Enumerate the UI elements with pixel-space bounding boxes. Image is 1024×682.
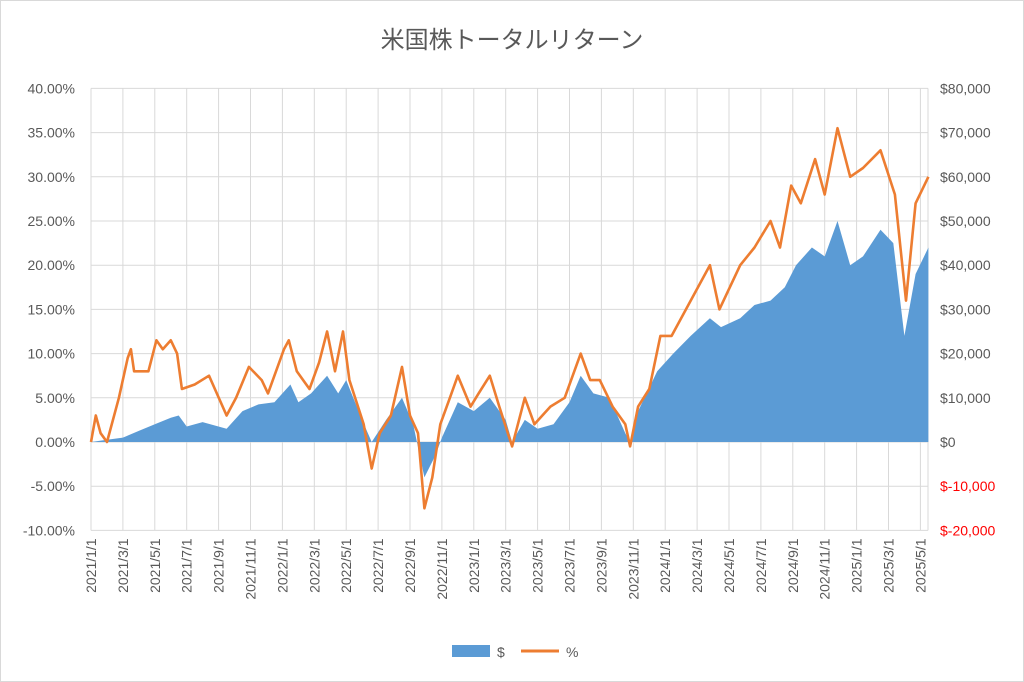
y-left-tick-label: 35.00% <box>28 125 75 141</box>
x-tick-label: 2021/7/1 <box>179 538 195 593</box>
x-tick-label: 2021/5/1 <box>147 538 163 593</box>
x-tick-label: 2025/3/1 <box>881 538 897 593</box>
y-right-tick-label: $10,000 <box>940 390 991 406</box>
x-tick-label: 2023/5/1 <box>530 538 546 593</box>
x-tick-label: 2022/11/1 <box>434 538 450 599</box>
y-left-tick-label: 30.00% <box>28 169 75 185</box>
x-tick-label: 2024/7/1 <box>753 538 769 593</box>
y-right-tick-label: $60,000 <box>940 169 991 185</box>
x-tick-label: 2024/5/1 <box>721 538 737 593</box>
x-tick-label: 2023/11/1 <box>625 538 641 599</box>
y-left-tick-label: -10.00% <box>23 522 75 538</box>
y-right-tick-label: $80,000 <box>940 80 991 96</box>
x-tick-label: 2022/5/1 <box>338 538 354 593</box>
x-tick-label: 2022/7/1 <box>370 538 386 593</box>
y-right-tick-label: $40,000 <box>940 257 991 273</box>
legend-label-dollar: $ <box>497 644 505 660</box>
y-right-tick-label: $-20,000 <box>940 522 995 538</box>
y-left-tick-label: 0.00% <box>35 434 75 450</box>
y-right-tick-label: $30,000 <box>940 301 991 317</box>
y-right-tick-label: $50,000 <box>940 213 991 229</box>
y-left-tick-label: 40.00% <box>28 80 75 96</box>
x-tick-label: 2023/9/1 <box>593 538 609 593</box>
x-tick-label: 2023/3/1 <box>498 538 514 593</box>
x-tick-label: 2021/9/1 <box>211 538 227 593</box>
x-tick-label: 2022/3/1 <box>306 538 322 593</box>
dollar-area-series <box>91 221 929 478</box>
legend-label-percent: % <box>566 644 578 660</box>
y-left-tick-label: 10.00% <box>28 346 75 362</box>
legend-swatch-dollar <box>452 645 490 657</box>
x-tick-label: 2024/1/1 <box>657 538 673 593</box>
y-left-tick-label: 20.00% <box>28 257 75 273</box>
y-left-tick-label: 15.00% <box>28 301 75 317</box>
x-tick-label: 2024/3/1 <box>689 538 705 593</box>
x-tick-label: 2024/9/1 <box>785 538 801 593</box>
x-tick-label: 2024/11/1 <box>817 538 833 599</box>
x-tick-label: 2025/1/1 <box>849 538 865 593</box>
y-left-tick-label: 25.00% <box>28 213 75 229</box>
y-right-tick-label: $20,000 <box>940 346 991 362</box>
y-left-tick-label: 5.00% <box>35 390 75 406</box>
x-tick-label: 2023/7/1 <box>562 538 578 593</box>
y-left-tick-label: -5.00% <box>31 478 75 494</box>
x-tick-label: 2021/1/1 <box>83 538 99 593</box>
y-right-tick-label: $0 <box>940 434 956 450</box>
y-right-tick-label: $70,000 <box>940 125 991 141</box>
x-tick-label: 2023/1/1 <box>466 538 482 593</box>
x-tick-label: 2025/5/1 <box>912 538 928 593</box>
chart-title: 米国株トータルリターン <box>380 26 644 54</box>
x-tick-label: 2022/1/1 <box>274 538 290 593</box>
x-tick-label: 2021/3/1 <box>115 538 131 593</box>
y-right-tick-label: $-10,000 <box>940 478 995 494</box>
percent-line-series <box>89 126 930 510</box>
x-tick-label: 2021/11/1 <box>243 538 259 599</box>
x-tick-label: 2022/9/1 <box>402 538 418 593</box>
